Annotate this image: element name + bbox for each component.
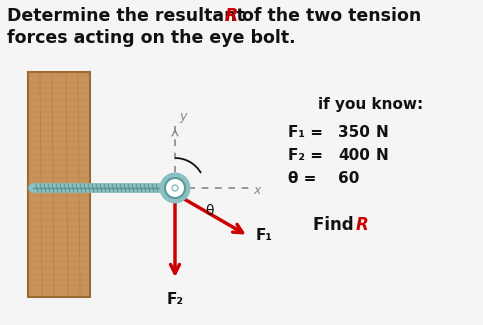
Text: 400: 400 <box>338 148 370 163</box>
Text: 350: 350 <box>338 125 370 140</box>
Text: θ: θ <box>205 204 213 218</box>
Text: F₂ =: F₂ = <box>288 148 323 163</box>
Text: Determine the resultant: Determine the resultant <box>7 7 251 25</box>
Circle shape <box>165 178 185 198</box>
Text: F₂: F₂ <box>167 292 184 307</box>
Text: x: x <box>253 184 260 197</box>
Text: F₁ =: F₁ = <box>288 125 323 140</box>
Text: F₁: F₁ <box>256 228 272 243</box>
Text: θ =: θ = <box>288 171 316 186</box>
Text: R: R <box>225 7 239 25</box>
Text: Find: Find <box>313 216 359 234</box>
Text: 60: 60 <box>338 171 359 186</box>
Text: R: R <box>356 216 369 234</box>
Text: forces acting on the eye bolt.: forces acting on the eye bolt. <box>7 29 296 47</box>
Text: N: N <box>376 148 389 163</box>
Text: y: y <box>179 110 186 123</box>
Text: N: N <box>376 125 389 140</box>
Circle shape <box>172 185 178 191</box>
Bar <box>28 72 90 297</box>
Text: of the two tension: of the two tension <box>236 7 421 25</box>
Text: if you know:: if you know: <box>318 97 423 112</box>
